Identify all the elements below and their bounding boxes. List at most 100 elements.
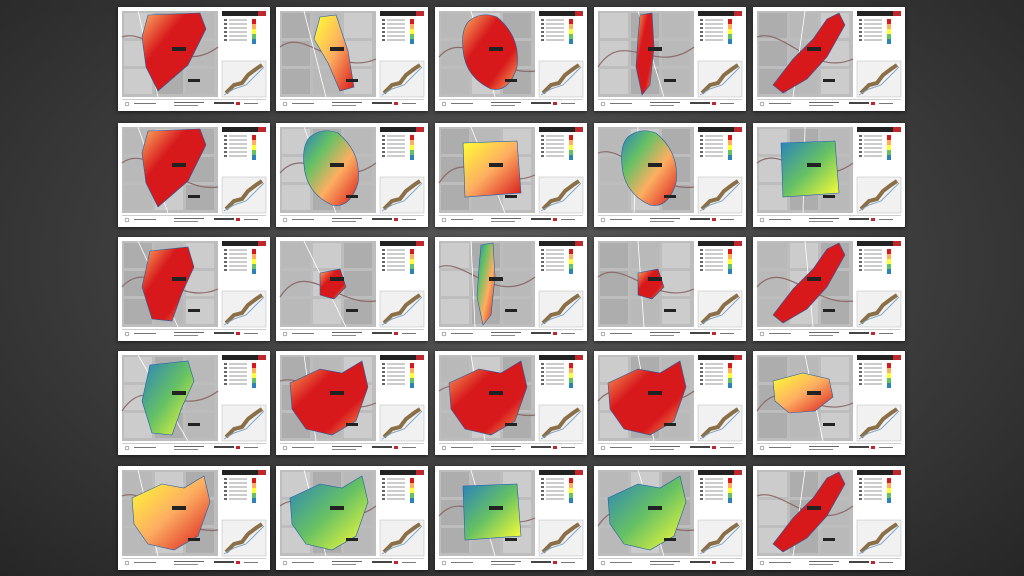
map-sheet[interactable]	[276, 351, 428, 455]
map-sheet[interactable]	[435, 123, 587, 227]
inundation-area	[141, 128, 207, 208]
depth-color-scale	[410, 478, 414, 503]
legend-panel	[538, 127, 584, 214]
legend-panel	[856, 11, 902, 98]
depth-color-scale	[569, 135, 573, 160]
depth-color-scale	[252, 478, 256, 503]
legend-panel	[538, 470, 584, 557]
inset-map	[379, 176, 425, 214]
legend-panel	[379, 127, 425, 214]
inset-map	[379, 290, 425, 328]
inundation-area	[462, 140, 522, 198]
sheet-footer	[122, 329, 266, 337]
map-callout	[489, 47, 503, 51]
map-sheet[interactable]	[435, 237, 587, 341]
inset-map	[697, 176, 743, 214]
map-sheet[interactable]	[753, 237, 905, 341]
sheet-footer	[280, 443, 424, 451]
map-sheet[interactable]	[753, 351, 905, 455]
inundation-area	[637, 268, 665, 300]
inset-map	[221, 290, 267, 328]
map-callout	[346, 423, 358, 426]
depth-color-scale	[410, 249, 414, 274]
map-callout	[505, 195, 517, 198]
inset-map	[379, 519, 425, 557]
map-callout	[823, 538, 835, 541]
sheet-footer	[757, 329, 901, 337]
map-sheet[interactable]	[276, 7, 428, 111]
map-callout	[823, 195, 835, 198]
inundation-area	[462, 483, 522, 541]
inset-map	[221, 519, 267, 557]
map-callout	[188, 79, 200, 82]
map-sheet[interactable]	[276, 466, 428, 570]
map-callout	[172, 506, 186, 510]
map-sheet[interactable]	[753, 466, 905, 570]
sheet-footer	[280, 329, 424, 337]
map-callout	[807, 277, 821, 281]
map-callout	[188, 423, 200, 426]
inundation-area	[289, 475, 369, 551]
map-callout	[489, 391, 503, 395]
inundation-area	[607, 360, 687, 436]
map-sheet[interactable]	[594, 7, 746, 111]
map-sheet[interactable]	[753, 7, 905, 111]
inset-map	[221, 404, 267, 442]
map-sheet[interactable]	[118, 237, 270, 341]
inundation-area	[772, 242, 846, 324]
map-callout	[664, 538, 676, 541]
map-callout	[648, 506, 662, 510]
map-callout	[172, 163, 186, 167]
map-sheet[interactable]	[594, 466, 746, 570]
map-callout	[489, 277, 503, 281]
inset-map	[221, 176, 267, 214]
sheet-footer	[280, 215, 424, 223]
depth-color-scale	[569, 478, 573, 503]
map-callout	[664, 309, 676, 312]
map-sheet[interactable]	[118, 123, 270, 227]
map-callout	[505, 423, 517, 426]
legend-panel	[856, 241, 902, 328]
map-sheet[interactable]	[276, 237, 428, 341]
map-callout	[807, 506, 821, 510]
inundation-area	[289, 360, 369, 436]
map-sheet[interactable]	[435, 466, 587, 570]
depth-color-scale	[728, 478, 732, 503]
map-sheet[interactable]	[118, 466, 270, 570]
depth-color-scale	[887, 135, 891, 160]
inundation-area	[131, 475, 211, 551]
map-sheet[interactable]	[594, 237, 746, 341]
map-callout	[505, 309, 517, 312]
depth-color-scale	[887, 19, 891, 44]
legend-panel	[538, 241, 584, 328]
map-callout	[346, 309, 358, 312]
map-callout	[807, 163, 821, 167]
map-sheet[interactable]	[276, 123, 428, 227]
legend-panel	[379, 355, 425, 442]
inundation-area	[772, 12, 846, 94]
map-callout	[346, 538, 358, 541]
depth-color-scale	[252, 249, 256, 274]
map-sheet[interactable]	[594, 123, 746, 227]
inset-map	[856, 404, 902, 442]
map-callout	[172, 47, 186, 51]
map-callout	[489, 506, 503, 510]
map-callout	[505, 79, 517, 82]
map-callout	[330, 277, 344, 281]
map-sheet[interactable]	[753, 123, 905, 227]
map-sheet[interactable]	[435, 351, 587, 455]
inundation-area	[621, 130, 677, 206]
map-callout	[330, 391, 344, 395]
inundation-area	[141, 246, 195, 322]
sheet-footer	[757, 558, 901, 566]
map-sheet[interactable]	[594, 351, 746, 455]
map-callout	[664, 195, 676, 198]
inset-map	[538, 290, 584, 328]
map-sheet[interactable]	[435, 7, 587, 111]
legend-panel	[538, 11, 584, 98]
inset-map	[856, 60, 902, 98]
inundation-area	[635, 12, 655, 96]
map-sheet[interactable]	[118, 7, 270, 111]
map-sheet[interactable]	[118, 351, 270, 455]
legend-panel	[856, 355, 902, 442]
